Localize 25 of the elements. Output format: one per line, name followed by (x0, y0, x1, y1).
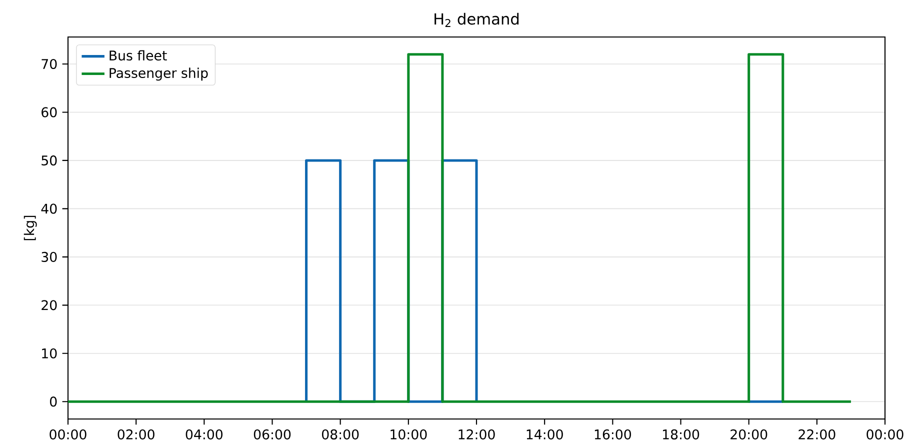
x-tick-label: 14:00 (526, 429, 563, 440)
x-tick-label: 08:00 (322, 429, 359, 440)
x-tick-label: 16:00 (594, 429, 631, 440)
x-tick-label: 06:00 (254, 429, 291, 440)
y-tick-label: 10 (42, 348, 57, 358)
legend-label: Bus fleet (110, 50, 167, 61)
y-tick-label: 30 (42, 252, 57, 262)
legend-label: Passenger ship (110, 68, 208, 81)
x-tick-label: 02:00 (118, 429, 154, 440)
y-axis-title: [kg] (24, 216, 37, 240)
x-tick-label: 10:00 (390, 429, 427, 440)
y-tick-label: 20 (42, 300, 57, 310)
y-tick-label: 0 (50, 396, 57, 407)
y-tick-label: 50 (42, 155, 57, 166)
x-tick-label: 00:00 (50, 429, 86, 440)
x-tick-label: 12:00 (458, 429, 495, 440)
x-tick-label: 22:00 (798, 429, 836, 440)
x-tick-label: 18:00 (663, 429, 700, 440)
chart-title: H$_{2}$ demand (434, 12, 519, 27)
x-tick-label: 04:00 (186, 429, 223, 440)
y-tick-label: 60 (42, 107, 57, 118)
x-tick-label: 20:00 (730, 429, 768, 440)
y-tick-label: 40 (41, 204, 57, 214)
y-tick-label: 70 (42, 58, 57, 70)
x-tick-label: 00:00 (866, 429, 904, 440)
